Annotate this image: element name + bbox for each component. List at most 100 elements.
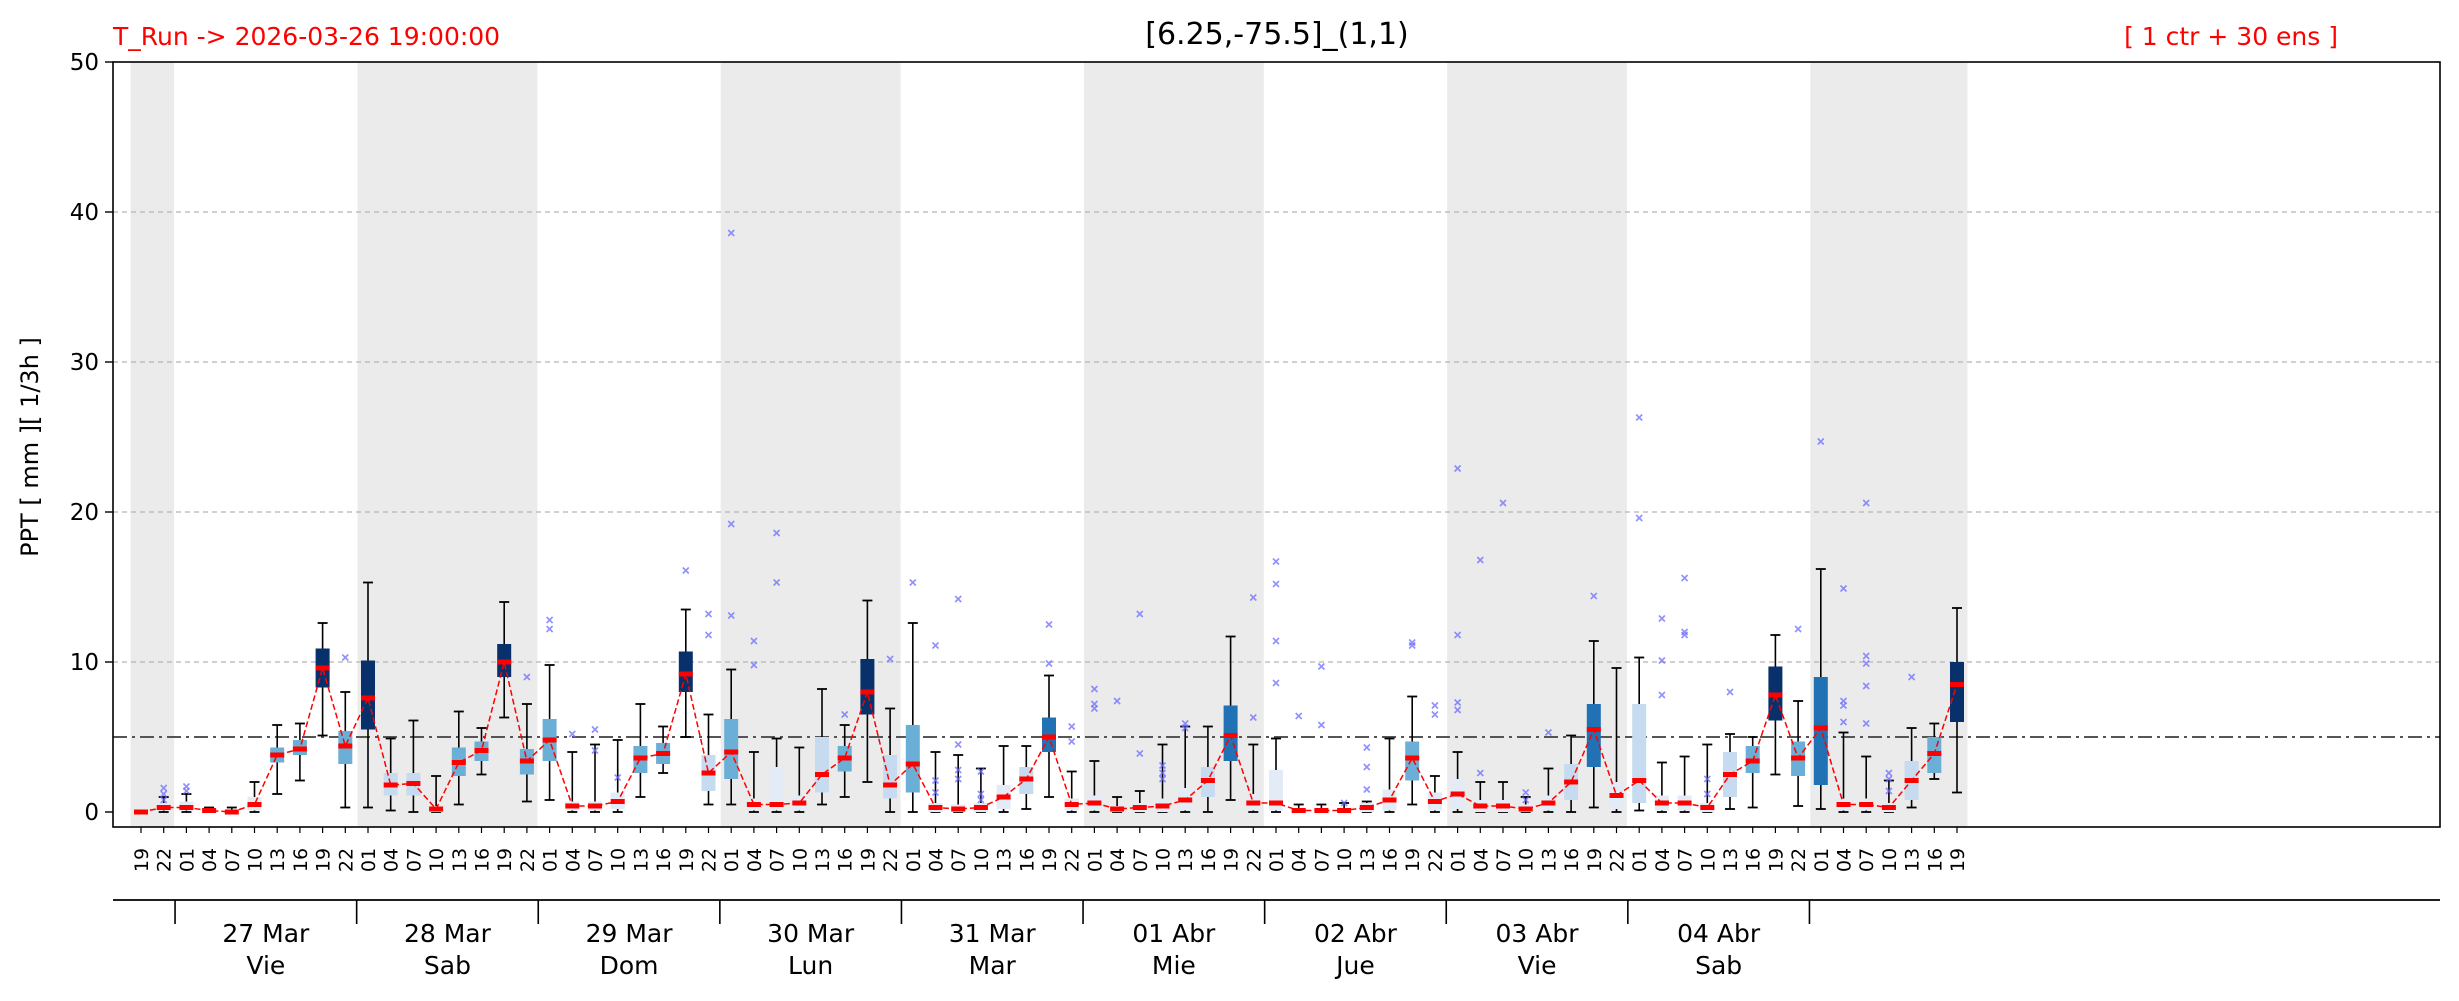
outlier-point: [1363, 763, 1371, 771]
x-tick-label: 19: [1584, 848, 1606, 872]
x-tick-label: 16: [1016, 848, 1038, 872]
outlier-point: [1363, 785, 1371, 794]
outlier-point: [977, 790, 985, 798]
outlier-point: [523, 673, 531, 681]
median-marker: [928, 805, 943, 810]
x-tick-label: 22: [517, 848, 539, 872]
outlier-point: [1340, 799, 1348, 807]
x-tick-label: 04: [1107, 848, 1129, 872]
median-marker: [701, 770, 716, 776]
day-weekday-label: Dom: [600, 951, 659, 980]
outlier-point: [1522, 796, 1530, 804]
x-tick-label: 16: [472, 848, 494, 872]
outliers: [160, 229, 1916, 807]
outlier-point: [704, 610, 713, 618]
x-tick-label: 22: [154, 848, 176, 872]
box: [1269, 770, 1283, 811]
outlier-point: [1295, 712, 1303, 720]
outlier-point: [1499, 499, 1507, 507]
x-tick-label: 10: [1516, 848, 1538, 872]
median-marker: [1609, 793, 1624, 798]
x-tick-label: 19: [313, 848, 335, 872]
day-date-label: 27 Mar: [222, 919, 310, 948]
outlier-point: [1113, 697, 1121, 705]
x-tick-label: 10: [971, 848, 993, 872]
median-marker: [1110, 806, 1125, 812]
outlier-point: [954, 740, 962, 749]
outlier-point: [1635, 413, 1643, 422]
y-tick-label: 0: [84, 800, 99, 826]
outlier-point: [909, 578, 917, 587]
outlier-point: [841, 710, 849, 719]
outlier-point: [727, 520, 735, 528]
x-tick-label: 04: [562, 848, 584, 872]
day-date-label: 30 Mar: [767, 919, 855, 948]
median-marker: [1723, 772, 1737, 777]
night-band: [1083, 62, 1264, 827]
outlier-point: [1317, 662, 1325, 671]
outlier-point: [1408, 641, 1416, 650]
x-tick-label: 10: [1697, 848, 1719, 872]
outlier-point: [1908, 673, 1916, 681]
median-marker: [361, 695, 375, 701]
median-marker: [542, 737, 557, 743]
outlier-point: [1839, 584, 1848, 593]
x-tick-label: 16: [835, 848, 857, 872]
x-tick-label: 13: [1538, 848, 1560, 872]
x-tick-label: 13: [630, 848, 652, 872]
outlier-point: [1136, 749, 1144, 758]
x-tick-label: 07: [403, 848, 425, 872]
outlier-point: [546, 625, 554, 633]
outlier-point: [1476, 769, 1484, 777]
night-shading: [130, 62, 1968, 827]
outlier-point: [1249, 713, 1257, 722]
median-marker: [1586, 727, 1601, 732]
outlier-point: [1272, 679, 1280, 687]
x-tick-label: 04: [1470, 848, 1492, 872]
outlier-point: [1681, 574, 1689, 582]
outlier-point: [1794, 625, 1802, 633]
median-marker: [1382, 797, 1397, 803]
median-marker: [406, 781, 421, 786]
day-date-label: 31 Mar: [949, 919, 1037, 948]
median-marker: [270, 752, 285, 758]
x-tick-label: 01: [721, 848, 743, 872]
x-tick-label: 01: [1811, 848, 1833, 872]
median-marker: [860, 689, 875, 695]
x-tick-label: 04: [744, 848, 766, 872]
x-tick-label: 19: [131, 848, 153, 872]
x-tick-label: 16: [653, 848, 675, 872]
outlier-point: [1045, 620, 1053, 629]
median-marker: [474, 748, 489, 753]
x-tick-label: 04: [1834, 848, 1856, 872]
median-marker: [1904, 778, 1919, 783]
median-marker: [565, 803, 580, 809]
x-tick-label: 07: [1130, 848, 1152, 872]
outlier-point: [1862, 719, 1870, 728]
y-tick-label: 40: [70, 200, 99, 226]
outlier-point: [1090, 685, 1098, 693]
x-tick-label: 10: [426, 848, 448, 872]
day-weekday-label: Sab: [1695, 951, 1742, 980]
x-tick-label: 01: [1629, 848, 1651, 872]
outlier-point: [546, 616, 554, 624]
outlier-point: [1068, 737, 1076, 746]
outlier-point: [1045, 659, 1053, 668]
y-tick-label: 20: [70, 500, 99, 526]
ensemble-label: [ 1 ctr + 30 ens ]: [2124, 22, 2338, 51]
median-marker: [746, 802, 761, 807]
median-marker: [383, 782, 398, 788]
x-tick-label: 01: [1448, 848, 1470, 872]
outlier-point: [1862, 652, 1870, 660]
x-tick-label: 04: [381, 848, 403, 872]
median-marker: [1654, 800, 1669, 806]
median-marker: [1427, 799, 1442, 804]
outlier-point: [931, 641, 940, 650]
day-weekday-label: Lun: [788, 951, 833, 980]
x-tick-label: 22: [1788, 848, 1810, 872]
y-tick-label: 30: [70, 350, 99, 376]
outlier-point: [750, 637, 758, 645]
outlier-point: [1181, 719, 1189, 728]
outlier-point: [1431, 710, 1439, 719]
chart-title: [6.25,-75.5]_(1,1): [1145, 17, 1408, 52]
